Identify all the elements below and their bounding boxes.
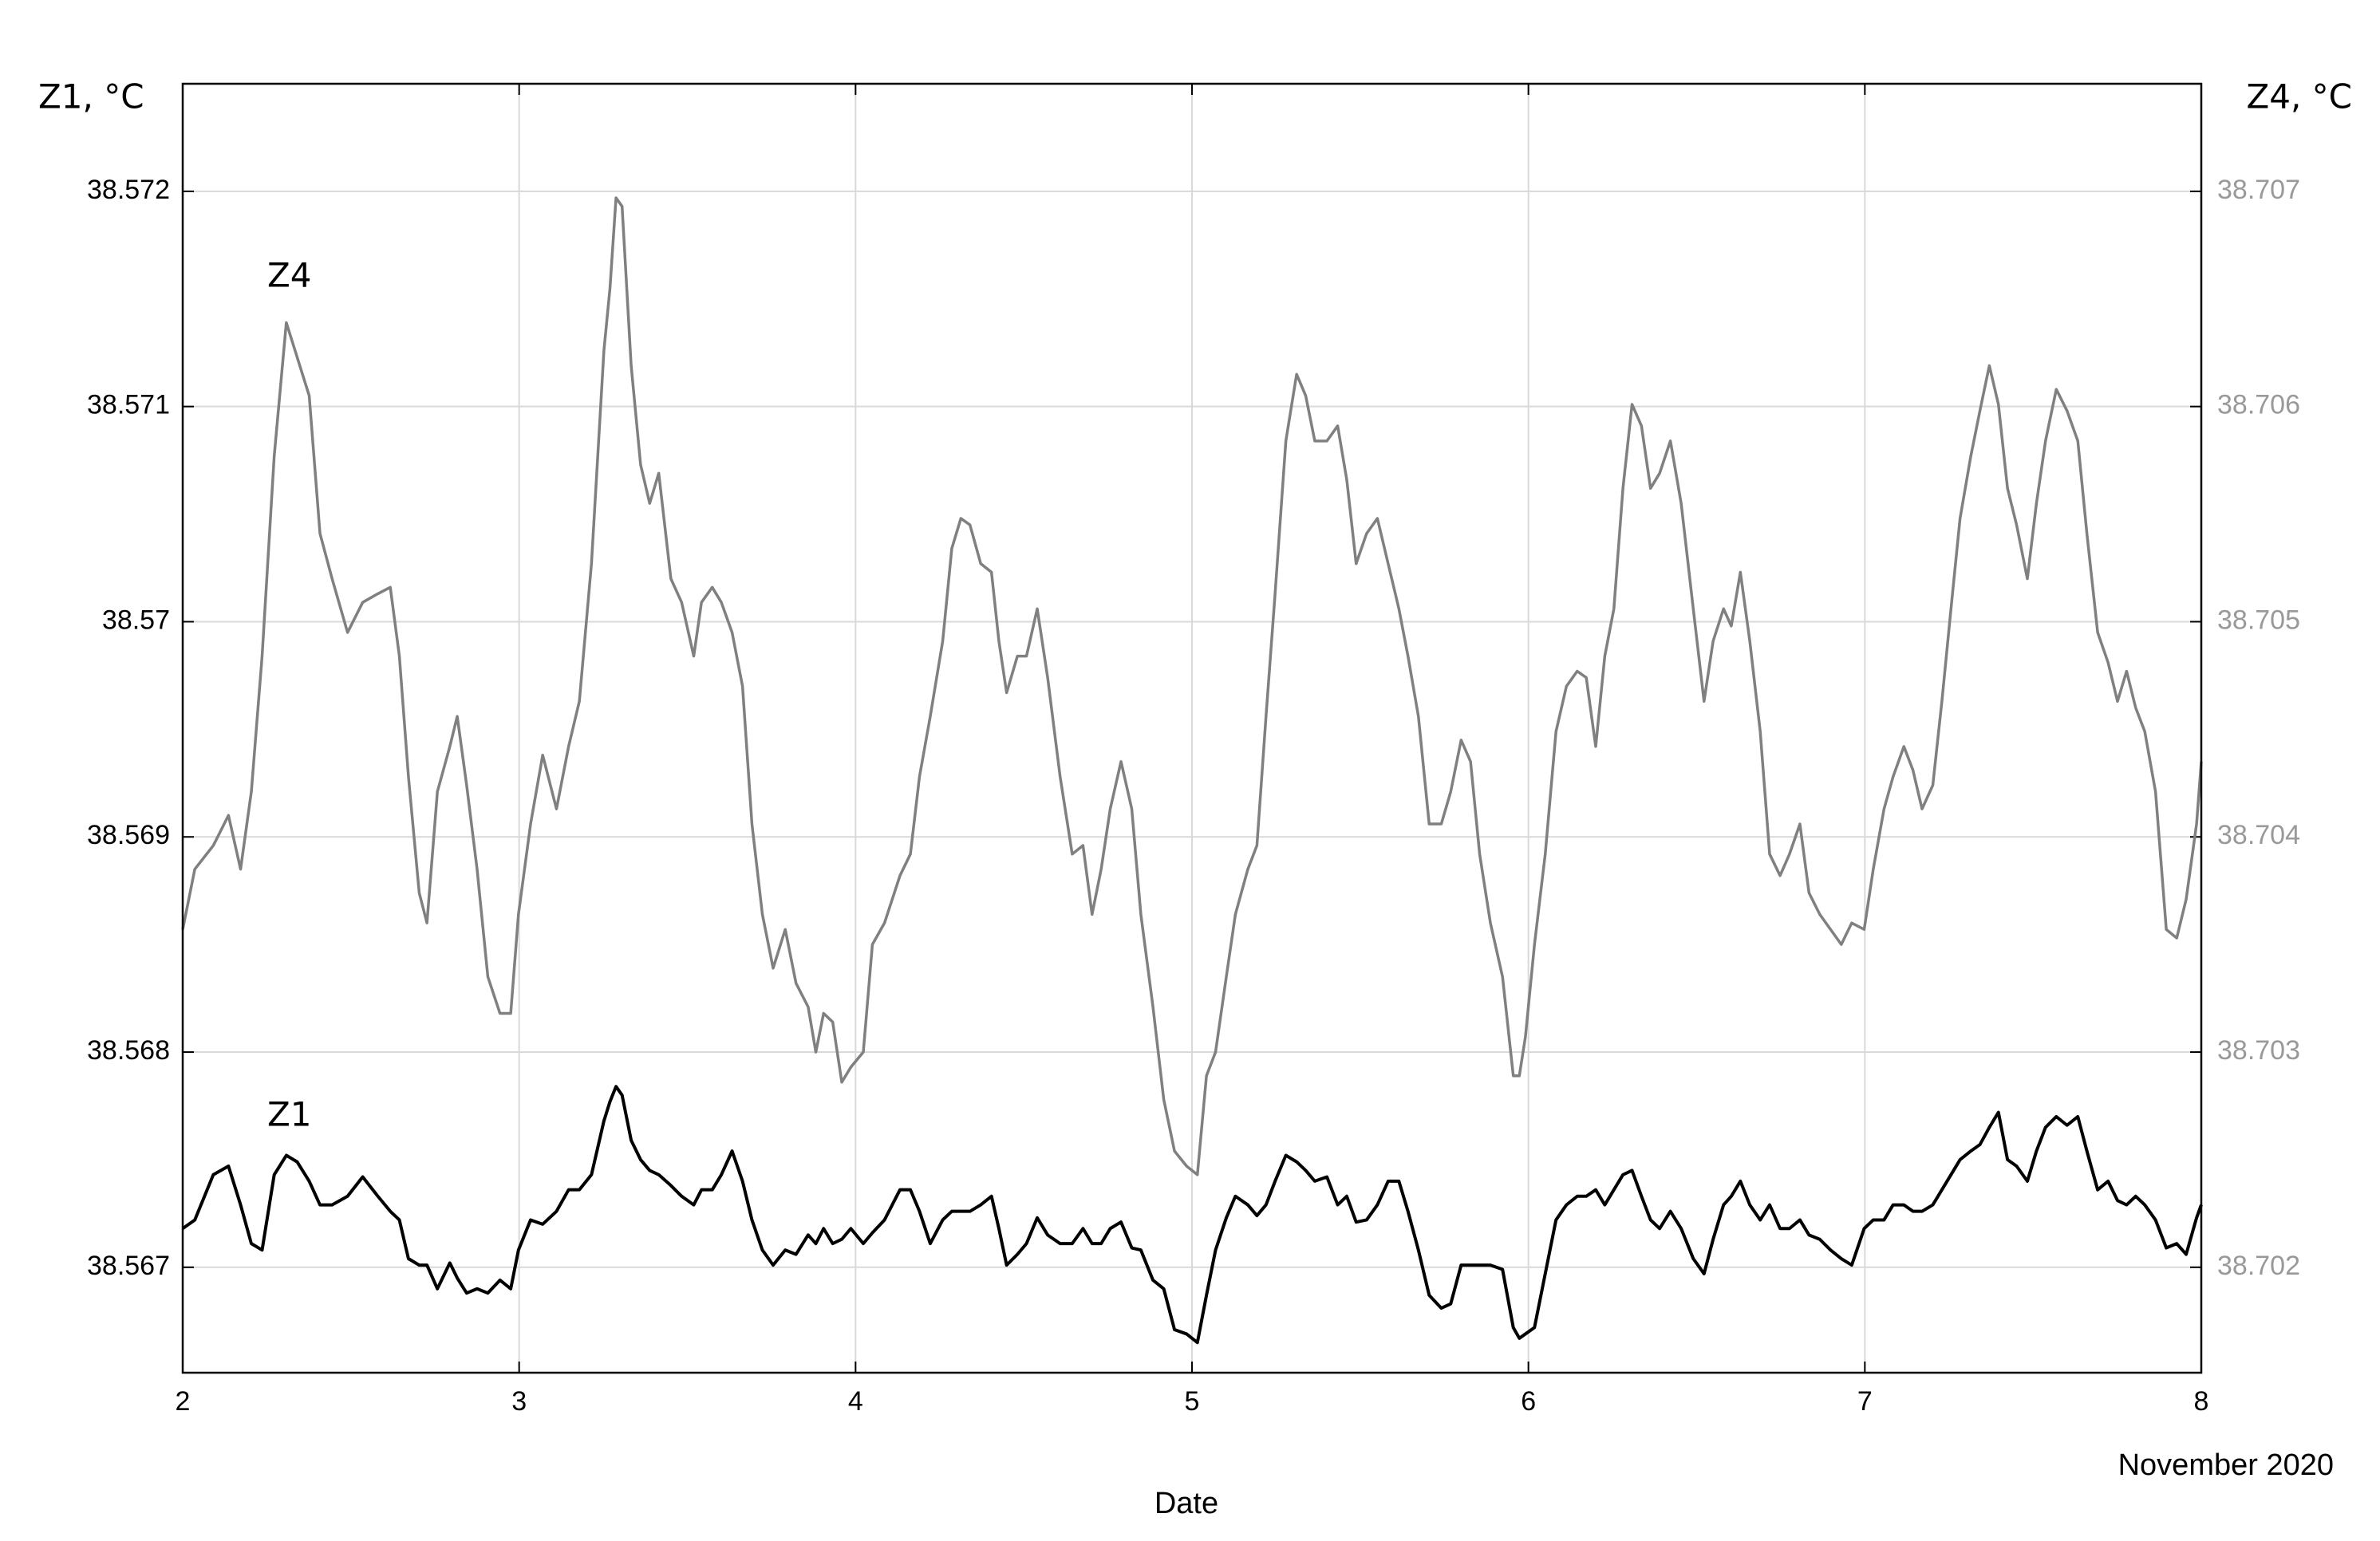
y2-tick-label: 38.705 [2217, 605, 2300, 635]
plot-frame [181, 82, 2203, 1374]
y-tick-label: 38.571 [87, 390, 170, 420]
y-tick-label: 38.572 [87, 175, 170, 205]
y-axis-label: Z1, °C [38, 77, 144, 116]
x-tick-label: 5 [1185, 1386, 1200, 1417]
y2-axis-label: Z4, °C [2246, 77, 2352, 116]
x-tick-label: 3 [511, 1386, 527, 1417]
x-tick-label: 7 [1857, 1386, 1873, 1417]
x-axis-label: Date [1154, 1487, 1218, 1520]
series-label: Z4 [267, 256, 312, 295]
series-line [181, 1085, 2203, 1345]
x-tick-label: 8 [2194, 1386, 2209, 1417]
y-tick-label: 38.569 [87, 820, 170, 850]
y-tick-label: 38.568 [87, 1035, 170, 1066]
x-tick-label: 6 [1521, 1386, 1536, 1417]
y2-tick-label: 38.703 [2217, 1035, 2300, 1066]
y2-tick-label: 38.707 [2217, 175, 2300, 205]
y2-tick-label: 38.704 [2217, 820, 2300, 850]
series-line [181, 196, 2203, 1176]
y2-tick-label: 38.706 [2217, 390, 2300, 420]
x-axis-note: November 2020 [2118, 1448, 2334, 1482]
x-tick-label: 4 [848, 1386, 863, 1417]
series-label: Z1 [267, 1095, 312, 1134]
y2-tick-label: 38.702 [2217, 1251, 2300, 1281]
y-tick-label: 38.57 [102, 605, 170, 635]
y-tick-label: 38.567 [87, 1251, 170, 1281]
x-tick-label: 2 [176, 1386, 191, 1417]
